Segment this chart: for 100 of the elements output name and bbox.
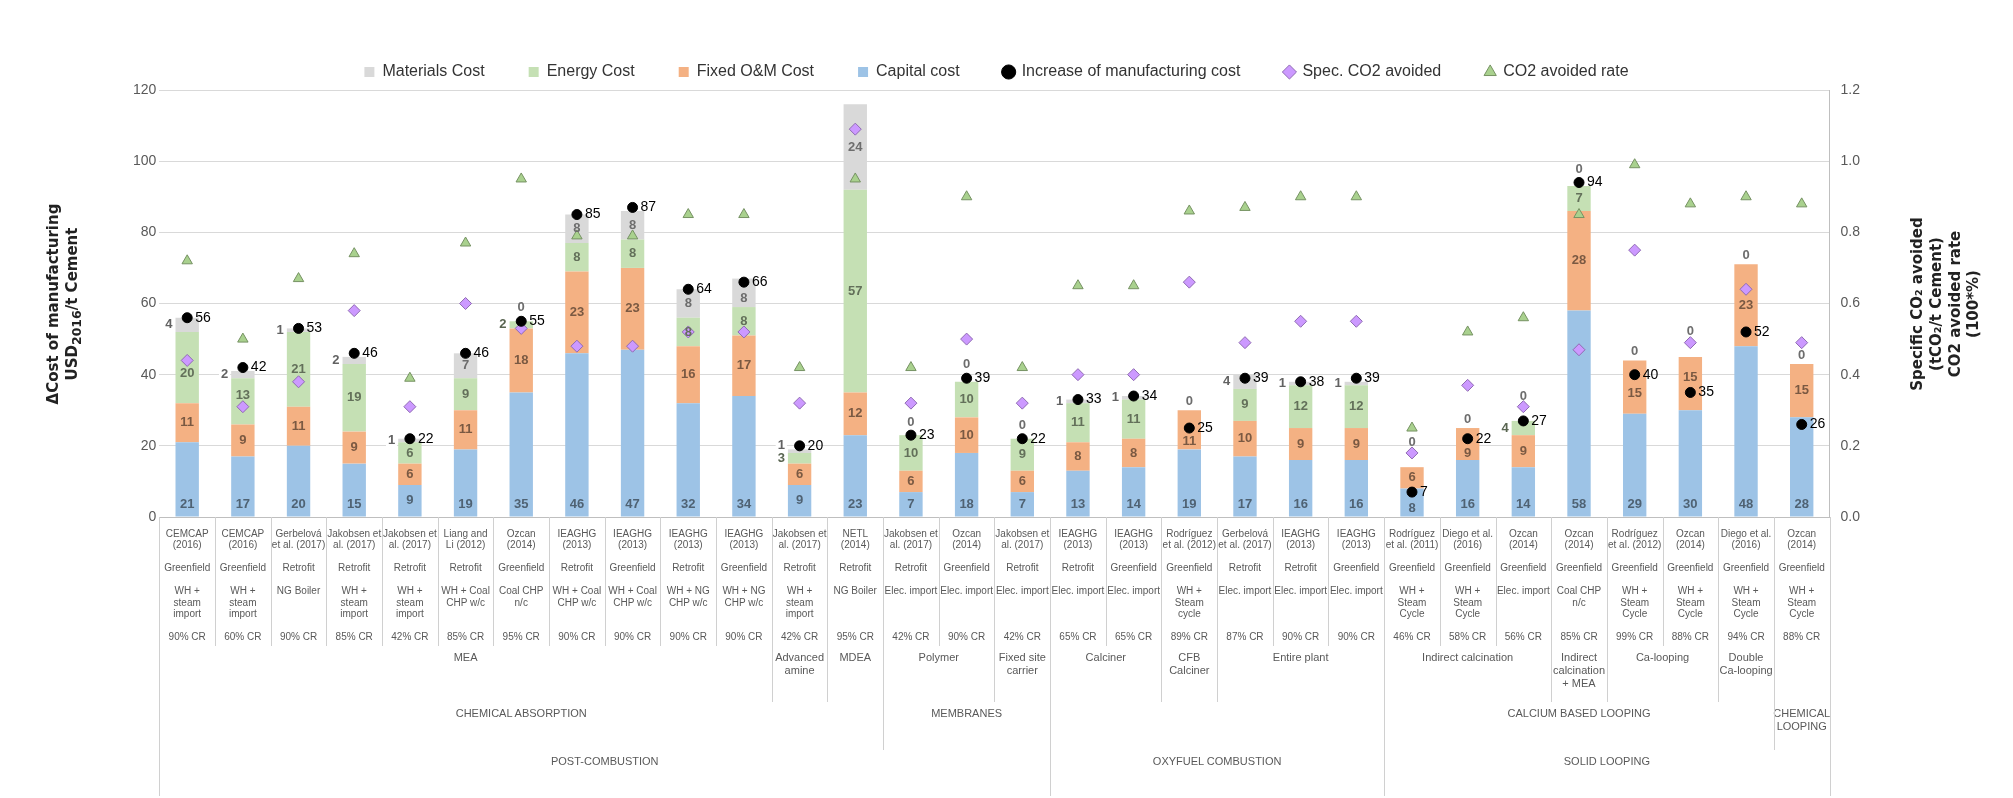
data-label: 14: [1516, 496, 1532, 512]
bar: [565, 243, 589, 272]
data-label: 7: [1575, 190, 1583, 206]
point: [1573, 177, 1585, 189]
data-label: 9: [406, 492, 414, 508]
data-label: 6: [907, 472, 915, 488]
data-label: 14: [1126, 496, 1142, 512]
y-tick-label: 0: [148, 507, 157, 524]
data-label: 16: [1293, 496, 1308, 512]
data-label: 21: [179, 496, 195, 512]
data-label: 17: [736, 357, 752, 373]
point: [848, 122, 862, 136]
data-label: 9: [795, 492, 804, 508]
bar: [1233, 420, 1257, 457]
data-label: 9: [1018, 446, 1026, 462]
point: [737, 325, 751, 339]
legend-label: Increase of manufacturing cost: [1021, 62, 1241, 80]
data-label: 34: [1141, 386, 1158, 403]
data-label: 47: [625, 496, 640, 512]
data-label: 12: [1349, 398, 1364, 414]
data-label: 8: [573, 220, 581, 236]
data-label: 42: [250, 358, 267, 375]
point: [1739, 282, 1753, 296]
category-label: Jakobsen et al. (2017) Retrofit WH + steam import 85% CR: [327, 527, 382, 642]
point: [682, 208, 694, 219]
bar: [899, 470, 923, 493]
point: [1795, 336, 1809, 350]
point: [1796, 418, 1808, 430]
text: Double Ca-looping: [1719, 650, 1773, 676]
data-label: 9: [1352, 435, 1360, 451]
point: [404, 433, 416, 445]
y-tick-label: 100: [133, 152, 157, 169]
category-label: CEMCAP (2016) Greenfield WH + steam import 90% CR: [164, 527, 211, 642]
data-label: 9: [461, 385, 470, 401]
point: [905, 361, 917, 372]
bar: [231, 456, 255, 517]
point: [1350, 190, 1363, 201]
y2-tick-label: 0.6: [1840, 294, 1861, 311]
data-label: 9: [1241, 396, 1249, 412]
point: [738, 208, 750, 219]
text: Calciner: [1085, 650, 1127, 663]
point: [1628, 243, 1642, 257]
data-label: 4: [1501, 419, 1510, 435]
data-label: 1: [276, 321, 284, 337]
point: [181, 312, 193, 324]
data-label: 3: [777, 449, 785, 465]
data-label: 15: [1794, 382, 1809, 398]
bar: [175, 403, 199, 443]
data-label: 0: [1464, 410, 1472, 426]
data-label: 11: [458, 421, 473, 437]
bar: [1344, 428, 1369, 461]
point: [682, 283, 694, 295]
data-label: 0: [1742, 246, 1750, 262]
data-label: 1: [1111, 389, 1119, 405]
data-label: 8: [1074, 448, 1082, 464]
bar: [175, 442, 199, 517]
point: [1406, 486, 1418, 498]
data-label: 1: [1334, 375, 1342, 391]
bar: [1344, 460, 1369, 517]
point: [626, 229, 639, 240]
point: [237, 332, 249, 343]
point: [1349, 314, 1363, 328]
data-label: 1: [1278, 375, 1286, 391]
data-label: 12: [848, 405, 863, 421]
bar: [453, 449, 478, 517]
legend-label: Spec. CO2 avoided: [1302, 62, 1442, 80]
data-label: 9: [239, 432, 247, 448]
bar: [732, 396, 756, 517]
category-label: Rodríguez et al. (2012) Greenfield WH + Steam Cycle 99% CR: [1608, 527, 1662, 642]
text: CALCIUM BASED LOOPING: [1507, 706, 1651, 719]
point: [404, 371, 416, 382]
data-label: 20: [291, 496, 306, 512]
data-label: 22: [1475, 429, 1492, 446]
data-label: 26: [1809, 415, 1826, 432]
text: Fixed site carrier: [998, 650, 1046, 676]
y-tick-label: 40: [140, 365, 157, 382]
bar: [1233, 388, 1257, 421]
bar: [1511, 435, 1536, 468]
text: Entire plant: [1272, 650, 1329, 663]
data-label: 57: [848, 282, 863, 298]
data-label: 25: [1197, 418, 1214, 435]
point: [794, 440, 806, 452]
point: [1740, 326, 1752, 338]
point: [1461, 378, 1475, 392]
data-label: 8: [684, 295, 692, 311]
legend-label: Materials Cost: [382, 62, 486, 80]
bar: [1288, 428, 1313, 461]
bar: [1010, 492, 1034, 517]
point: [459, 236, 472, 247]
y2-tick-label: 1.0: [1840, 152, 1861, 169]
point: [961, 372, 973, 384]
data-label: 55: [529, 312, 546, 329]
text: Polymer: [918, 650, 960, 663]
data-label: 0: [962, 356, 971, 372]
point: [515, 172, 527, 183]
text: MEA: [453, 650, 479, 663]
data-label: 33: [1085, 390, 1102, 407]
legend-label: Fixed O&M Cost: [696, 62, 815, 80]
category-label: Jakobsen et al. (2017) Retrofit Elec. import 42% CR: [995, 527, 1050, 642]
data-label: 46: [362, 344, 378, 361]
